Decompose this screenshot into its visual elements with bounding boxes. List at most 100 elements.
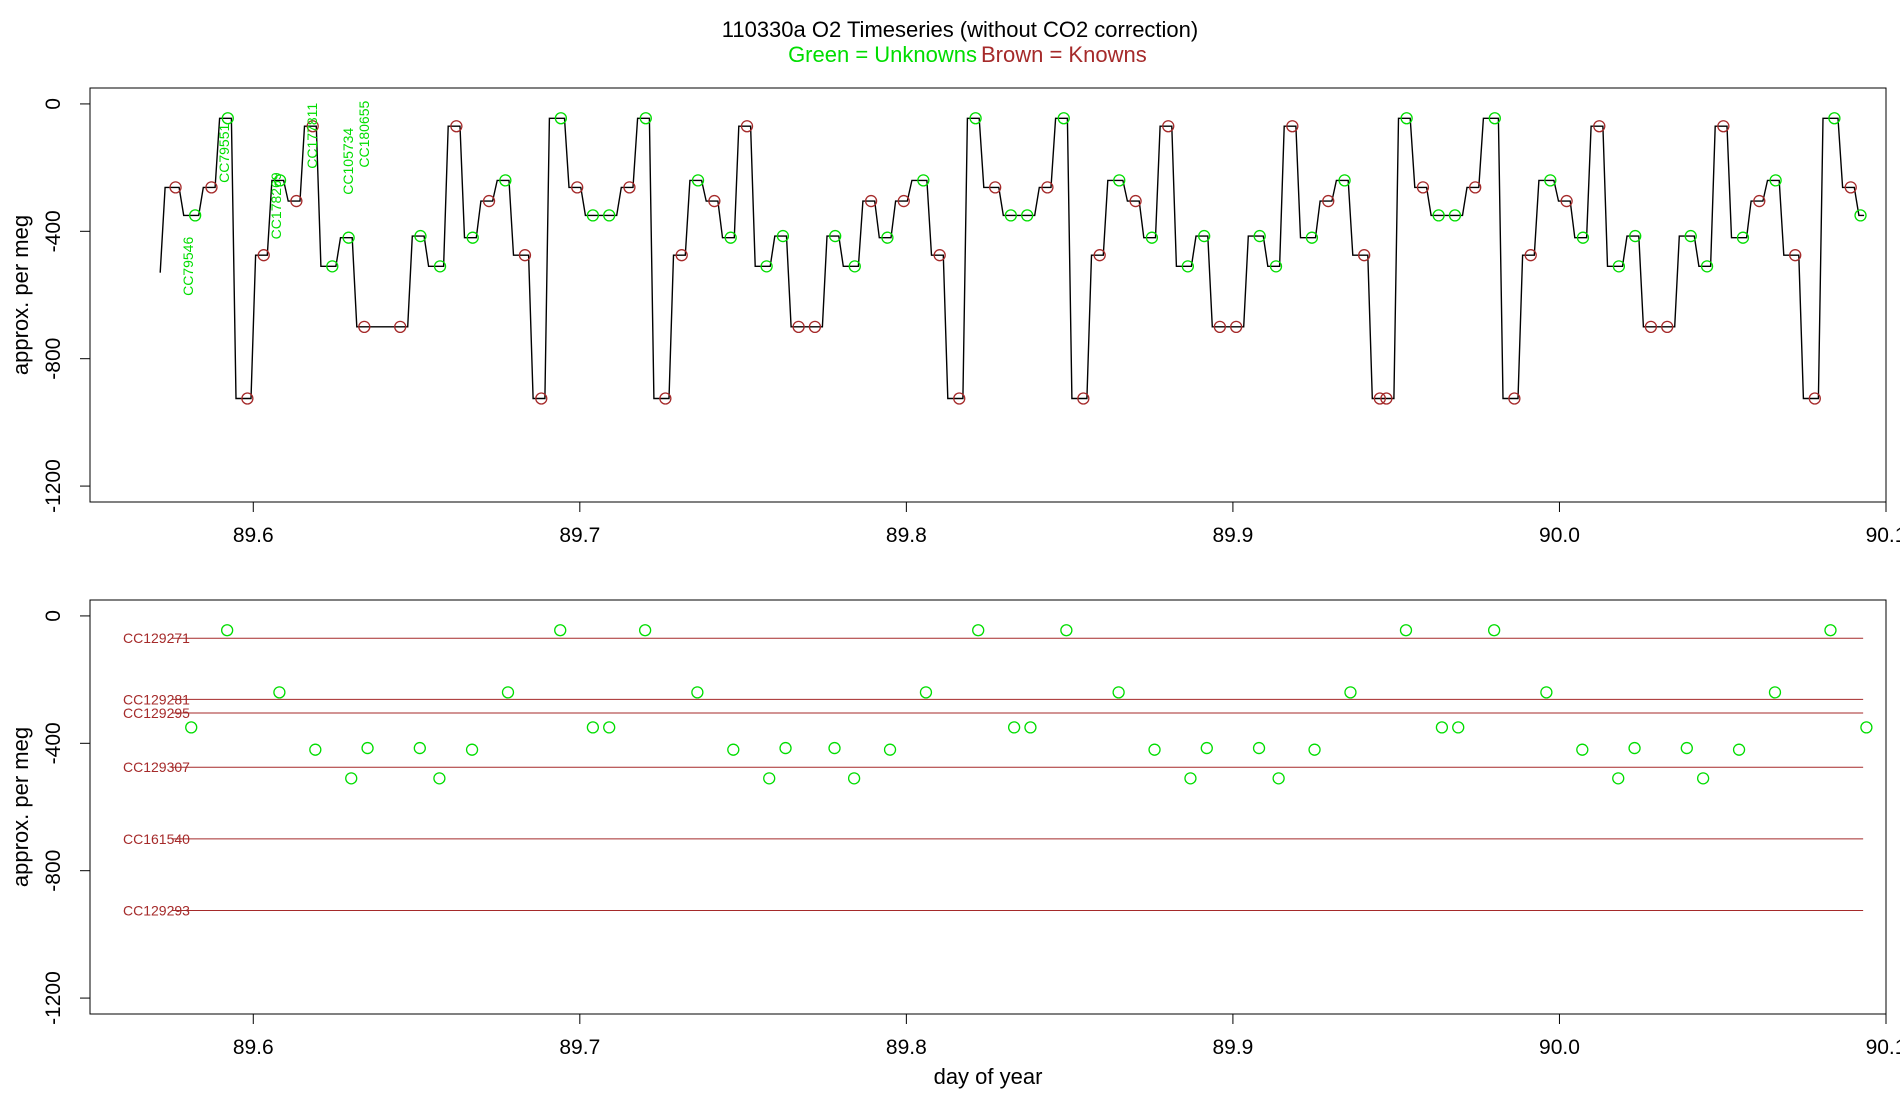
- known-point: [864, 194, 878, 208]
- unknown-point: [1305, 231, 1319, 244]
- unknown-point: [1145, 231, 1159, 244]
- unknown-point: [1344, 686, 1357, 699]
- y-tick-label: 0: [42, 98, 65, 110]
- y-tick-label: -400: [42, 210, 65, 252]
- known-point: [708, 194, 721, 208]
- legend-knowns-label: Brown = Knowns: [981, 42, 1147, 67]
- unknown-point: [779, 741, 792, 755]
- unknown-point: [1488, 112, 1501, 125]
- unknown-point: [1824, 624, 1837, 637]
- known-point: [623, 181, 636, 194]
- known-point: [1077, 392, 1090, 405]
- unknown-point: [554, 624, 567, 637]
- known-point: [1753, 194, 1766, 208]
- unknown-point: [1700, 260, 1714, 273]
- unknown-point: [1680, 741, 1693, 755]
- unknown-point: [1148, 743, 1161, 756]
- unknown-point: [326, 260, 339, 273]
- unknown-point: [221, 112, 234, 125]
- unknown-point: [1828, 112, 1841, 125]
- unknown-point: [501, 686, 515, 699]
- legend-unknowns-label: Green = Unknowns: [788, 42, 977, 67]
- known-point: [571, 181, 584, 194]
- unknown-point: [1184, 772, 1197, 785]
- unknown-point: [1540, 686, 1553, 699]
- unknown-point: [586, 721, 600, 734]
- sample-id-label: CC178269: [268, 172, 284, 239]
- unknown-point: [1854, 209, 1867, 222]
- unknown-point: [188, 209, 202, 222]
- y-tick-label: 0: [42, 610, 65, 622]
- chart-title: 110330a O2 Timeseries (without CO2 corre…: [722, 17, 1198, 42]
- known-point: [1508, 392, 1521, 405]
- unknown-point: [1769, 174, 1782, 187]
- known-point: [808, 320, 822, 333]
- known-point: [1213, 320, 1226, 333]
- unknown-point: [586, 209, 600, 222]
- unknown-point: [1696, 772, 1710, 785]
- unknown-point: [1435, 721, 1449, 734]
- unknown-point: [776, 229, 790, 243]
- unknown-point: [1544, 174, 1557, 187]
- unknown-point: [760, 260, 773, 273]
- unknown-point: [829, 229, 842, 243]
- unknown-point: [1338, 174, 1351, 187]
- unknown-point: [361, 741, 374, 755]
- known-point: [1789, 249, 1802, 262]
- known-point: [394, 320, 407, 333]
- known-point: [1129, 194, 1142, 208]
- known-point: [1416, 181, 1430, 194]
- unknown-point: [1576, 743, 1589, 756]
- known-point: [989, 181, 1002, 194]
- y-tick-label: -1200: [42, 459, 65, 513]
- x-tick-label: 90.0: [1539, 524, 1580, 547]
- known-point: [933, 249, 946, 262]
- x-tick-label: 89.8: [886, 524, 927, 547]
- unknown-point: [969, 112, 982, 125]
- known-point: [450, 120, 463, 133]
- known-point: [169, 181, 182, 194]
- known-point: [1162, 120, 1175, 133]
- known-point: [358, 320, 371, 333]
- known-point: [1469, 181, 1482, 194]
- sample-id-label: CC79551: [216, 123, 232, 182]
- plot-frame: [89, 599, 1887, 1015]
- unknown-point: [847, 772, 861, 785]
- known-point: [1380, 392, 1393, 405]
- x-tick-label: 89.6: [233, 1036, 274, 1059]
- unknown-point: [603, 209, 616, 222]
- reference-line-label: CC161540: [123, 831, 190, 847]
- unknown-point: [1198, 229, 1211, 243]
- unknown-point: [1057, 112, 1070, 125]
- known-point: [1644, 320, 1658, 333]
- y-axis-label: approx. per meg: [8, 215, 33, 375]
- x-tick-label: 90.1: [1866, 524, 1900, 547]
- unknown-point: [1181, 260, 1194, 273]
- known-point: [290, 194, 303, 208]
- known-point: [1230, 320, 1243, 333]
- x-tick-label: 89.9: [1212, 1036, 1253, 1059]
- unknown-point: [1007, 721, 1021, 734]
- known-point: [740, 120, 754, 133]
- unknown-point: [1269, 260, 1283, 273]
- unknown-point: [1487, 624, 1501, 637]
- unknown-point: [881, 231, 894, 244]
- unknown-point: [1272, 772, 1285, 785]
- unknown-point: [185, 721, 198, 734]
- unknown-point: [883, 743, 897, 756]
- y-tick-label: -800: [42, 338, 65, 380]
- unknown-point: [413, 741, 426, 755]
- unknown-point: [1576, 231, 1590, 244]
- unknown-point: [1024, 721, 1037, 734]
- unknown-point: [917, 174, 930, 187]
- y-tick-label: -800: [42, 850, 65, 892]
- unknown-point: [1448, 209, 1462, 222]
- x-tick-label: 90.1: [1866, 1036, 1900, 1059]
- unknown-point: [1768, 686, 1782, 699]
- unknown-point: [1732, 743, 1746, 756]
- known-point: [675, 249, 688, 262]
- unknown-point: [691, 686, 704, 699]
- x-tick-label: 89.8: [886, 1036, 927, 1059]
- x-tick-label: 89.7: [559, 524, 600, 547]
- unknown-point: [1060, 624, 1073, 637]
